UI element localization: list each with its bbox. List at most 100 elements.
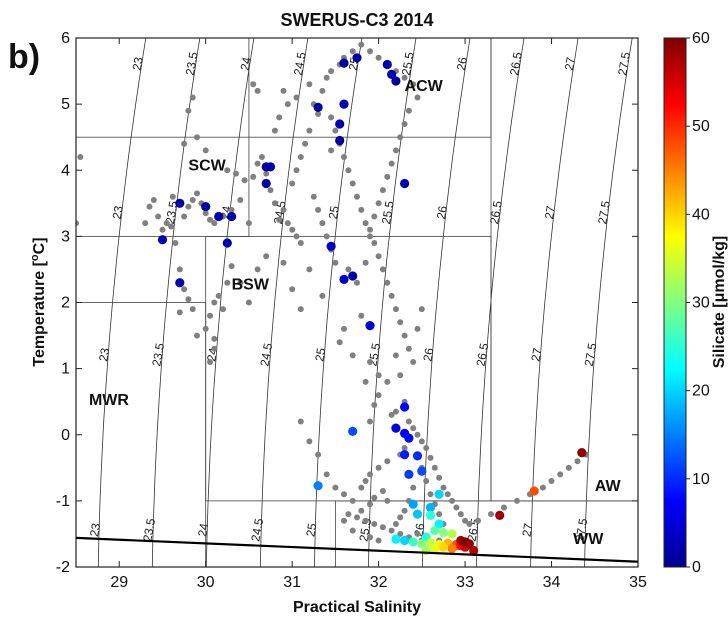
sample-point xyxy=(358,206,365,213)
silicate-point xyxy=(408,499,418,509)
y-tick-label: 4 xyxy=(61,162,70,179)
sample-point xyxy=(332,127,339,134)
sample-point xyxy=(194,190,200,197)
silicate-point xyxy=(391,534,401,544)
sample-point xyxy=(211,335,218,342)
sample-point xyxy=(414,325,421,332)
silicate-point xyxy=(175,278,185,288)
sample-point xyxy=(271,127,278,134)
y-tick-label: 2 xyxy=(61,295,70,312)
sample-point xyxy=(263,253,270,260)
sample-point xyxy=(349,48,356,55)
sample-point xyxy=(224,167,231,174)
sample-point xyxy=(328,147,335,154)
isopycnal-label: 27.5 xyxy=(615,51,633,77)
y-tick-label: 0 xyxy=(61,427,70,444)
sample-point xyxy=(267,187,274,194)
sample-point xyxy=(371,521,378,527)
silicate-point xyxy=(339,274,349,284)
isopycnal-label: 27.5 xyxy=(595,200,613,226)
sample-point xyxy=(475,517,481,524)
sample-point xyxy=(384,458,391,465)
sample-point xyxy=(202,325,209,332)
sample-point xyxy=(293,94,300,101)
sample-point xyxy=(207,359,213,365)
sample-point xyxy=(76,220,79,227)
sample-point xyxy=(418,438,425,445)
silicate-point xyxy=(348,271,358,281)
sample-point xyxy=(181,213,188,220)
sample-point xyxy=(401,121,408,127)
silicate-point xyxy=(495,510,505,520)
colorbar-tick-label: 50 xyxy=(692,118,710,135)
sample-point xyxy=(354,193,360,200)
silicate-point xyxy=(265,162,276,172)
silicate-point xyxy=(400,178,410,189)
sample-point xyxy=(306,81,313,88)
y-tick-label: -1 xyxy=(56,493,70,510)
sample-point xyxy=(168,223,175,230)
sample-point xyxy=(436,511,443,518)
sample-point xyxy=(514,497,520,504)
silicate-point xyxy=(382,59,392,70)
sample-point xyxy=(228,206,235,213)
sample-point xyxy=(169,193,176,200)
sample-point xyxy=(565,464,572,471)
sample-point xyxy=(371,402,378,408)
silicate-point xyxy=(400,450,410,460)
sample-point xyxy=(375,54,382,61)
isopycnal-label: 24.5 xyxy=(291,51,309,77)
sample-point xyxy=(449,497,456,504)
y-tick-label: 3 xyxy=(61,228,70,245)
sample-point xyxy=(401,507,408,514)
sample-point xyxy=(319,220,326,227)
sample-point xyxy=(397,372,404,379)
silicate-point xyxy=(313,102,323,112)
sample-point xyxy=(289,180,296,187)
sample-point xyxy=(189,197,196,203)
isopycnal-label: 23 xyxy=(96,347,112,363)
silicate-point xyxy=(201,202,211,212)
silicate-point xyxy=(157,235,168,245)
sample-point xyxy=(362,517,369,524)
sample-point xyxy=(410,359,417,365)
sample-point xyxy=(228,263,235,270)
sample-point xyxy=(431,464,438,471)
colorbar-tick-label: 0 xyxy=(692,559,701,576)
sample-point xyxy=(163,220,170,227)
silicate-point xyxy=(412,451,423,461)
sample-point xyxy=(202,147,209,154)
y-tick-label: 1 xyxy=(61,361,70,378)
plot-area: 2323232323.523.523.523.52424242424.524.5… xyxy=(56,30,647,591)
isopycnal-line xyxy=(368,38,417,567)
sample-point xyxy=(401,332,408,339)
sample-point xyxy=(319,292,326,299)
sample-point xyxy=(241,177,248,184)
water-mass-labels: ACW SCW BSW MWR AW WW xyxy=(89,78,621,548)
water-mass-label-bsw: BSW xyxy=(232,276,270,293)
sample-point xyxy=(233,170,239,177)
sample-point xyxy=(328,68,335,75)
sample-point xyxy=(215,292,222,299)
isopycnal-label: 23 xyxy=(87,522,103,538)
sample-point xyxy=(392,521,399,527)
sample-point xyxy=(401,445,408,451)
sample-point xyxy=(194,134,200,141)
sample-point xyxy=(319,87,326,94)
sample-point xyxy=(297,154,304,160)
sample-point xyxy=(276,216,283,223)
silicate-point xyxy=(175,198,185,208)
sample-point xyxy=(384,279,391,286)
sample-point xyxy=(362,220,369,227)
sample-point xyxy=(388,160,395,167)
sample-point xyxy=(315,111,322,117)
sample-point xyxy=(501,504,507,511)
silicate-point xyxy=(222,238,232,248)
sample-point xyxy=(354,514,360,521)
sample-point xyxy=(384,497,391,504)
sample-point xyxy=(323,74,330,81)
isopycnal-label: 26.5 xyxy=(487,200,505,226)
sample-point xyxy=(371,494,378,501)
sample-point xyxy=(379,524,386,531)
silicate-point xyxy=(391,423,401,433)
